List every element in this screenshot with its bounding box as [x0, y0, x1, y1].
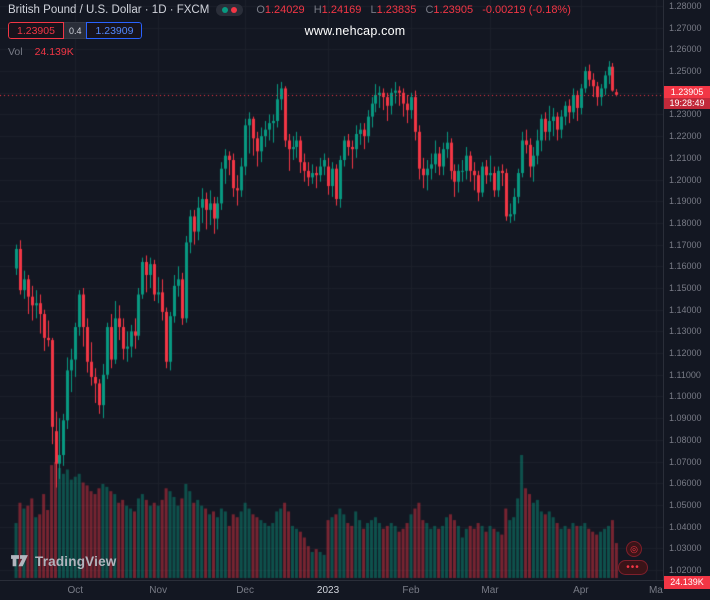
price-axis-label: 1.14000: [669, 304, 702, 315]
price-axis-label: 1.19000: [669, 196, 702, 207]
trade-widget: 1.23905 0.4 1.23909: [8, 22, 143, 39]
time-axis-label: Mar: [481, 585, 499, 596]
price-axis-label: 1.28000: [669, 1, 702, 11]
more-reactions-icon[interactable]: •••: [618, 560, 648, 575]
tradingview-logo[interactable]: TradingView: [10, 553, 116, 570]
candlestick-chart-pane[interactable]: [0, 0, 663, 580]
buy-button[interactable]: 1.23909: [86, 22, 143, 39]
open-label: O: [256, 4, 265, 16]
price-axis-label: 1.03000: [669, 543, 702, 554]
market-status-pill[interactable]: [216, 4, 244, 16]
time-axis-label: Oct: [67, 585, 84, 596]
price-axis-label: 1.23000: [669, 109, 702, 120]
price-axis-label: 1.10000: [669, 391, 702, 402]
price-axis-label: 1.06000: [669, 478, 702, 489]
time-axis-label: Dec: [236, 585, 254, 596]
volume-indicator-label[interactable]: Vol: [8, 46, 23, 58]
price-axis-label: 1.04000: [669, 521, 702, 532]
price-axis-label: 1.25000: [669, 66, 702, 77]
floating-badges: ◎ •••: [618, 541, 648, 575]
open-value: 1.24029: [264, 4, 305, 16]
price-axis-label: 1.15000: [669, 283, 702, 293]
price-axis-label: 1.18000: [669, 217, 702, 228]
market-open-dot-icon: [222, 7, 229, 13]
time-axis-label: Apr: [573, 585, 589, 596]
price-axis-label: 1.11000: [669, 369, 701, 380]
low-value: 1.23835: [376, 4, 417, 16]
change-value: -0.00219 (-0.18%): [482, 4, 571, 16]
time-axis-label: Nov: [149, 585, 168, 596]
price-axis-label: 1.21000: [669, 152, 702, 163]
price-axis-label: 1.17000: [669, 239, 702, 250]
market-status-dot-icon: [231, 7, 238, 13]
volume-axis-label: 24.139K: [664, 576, 710, 589]
ohlc-readout: O1.24029 H1.24169 L1.23835 C1.23905 -0.0…: [250, 4, 571, 16]
current-price-value: 1.23905: [664, 85, 710, 98]
high-label: H: [313, 4, 322, 16]
price-axis-label: 1.16000: [669, 261, 702, 272]
close-value: 1.23905: [433, 4, 474, 16]
low-label: L: [370, 4, 377, 16]
tradingview-logo-icon: [11, 555, 28, 567]
price-axis-label: 1.09000: [669, 413, 702, 424]
price-axis-label: 1.12000: [669, 348, 702, 359]
price-axis-label: 1.13000: [669, 326, 702, 337]
price-axis-label: 1.27000: [669, 22, 702, 33]
price-axis-label: 1.08000: [669, 434, 702, 445]
time-axis-label: Feb: [402, 585, 420, 596]
close-label: C: [425, 4, 434, 16]
sell-button[interactable]: 1.23905: [8, 22, 64, 39]
time-axis[interactable]: Oct Nov Dec 2023 Feb Mar Apr Ma: [0, 580, 710, 600]
floating-widget-icon[interactable]: ◎: [626, 541, 642, 557]
price-axis-label: 1.05000: [669, 499, 702, 510]
price-axis-label: 1.07000: [669, 456, 702, 467]
volume-indicator-value: 24.139K: [34, 46, 74, 58]
tradingview-logo-text: TradingView: [35, 554, 117, 569]
spread-value: 0.4: [63, 22, 87, 39]
bar-countdown: 19:28:49: [664, 97, 710, 109]
time-axis-label: 2023: [316, 585, 340, 596]
price-axis-label: 1.26000: [669, 44, 702, 55]
price-axis-label: 1.20000: [669, 174, 702, 185]
time-axis-label: Ma: [648, 585, 663, 596]
symbol-title[interactable]: British Pound / U.S. Dollar · 1D · FXCM: [8, 4, 210, 16]
watermark-text: www.nehcap.com: [304, 24, 406, 38]
price-axis-label: 1.02000: [669, 565, 702, 575]
high-value: 1.24169: [321, 4, 362, 16]
legend: British Pound / U.S. Dollar · 1D · FXCM …: [8, 4, 571, 58]
current-price-label: 1.23905 19:28:49: [664, 85, 710, 109]
price-axis-label: 1.22000: [669, 131, 702, 142]
